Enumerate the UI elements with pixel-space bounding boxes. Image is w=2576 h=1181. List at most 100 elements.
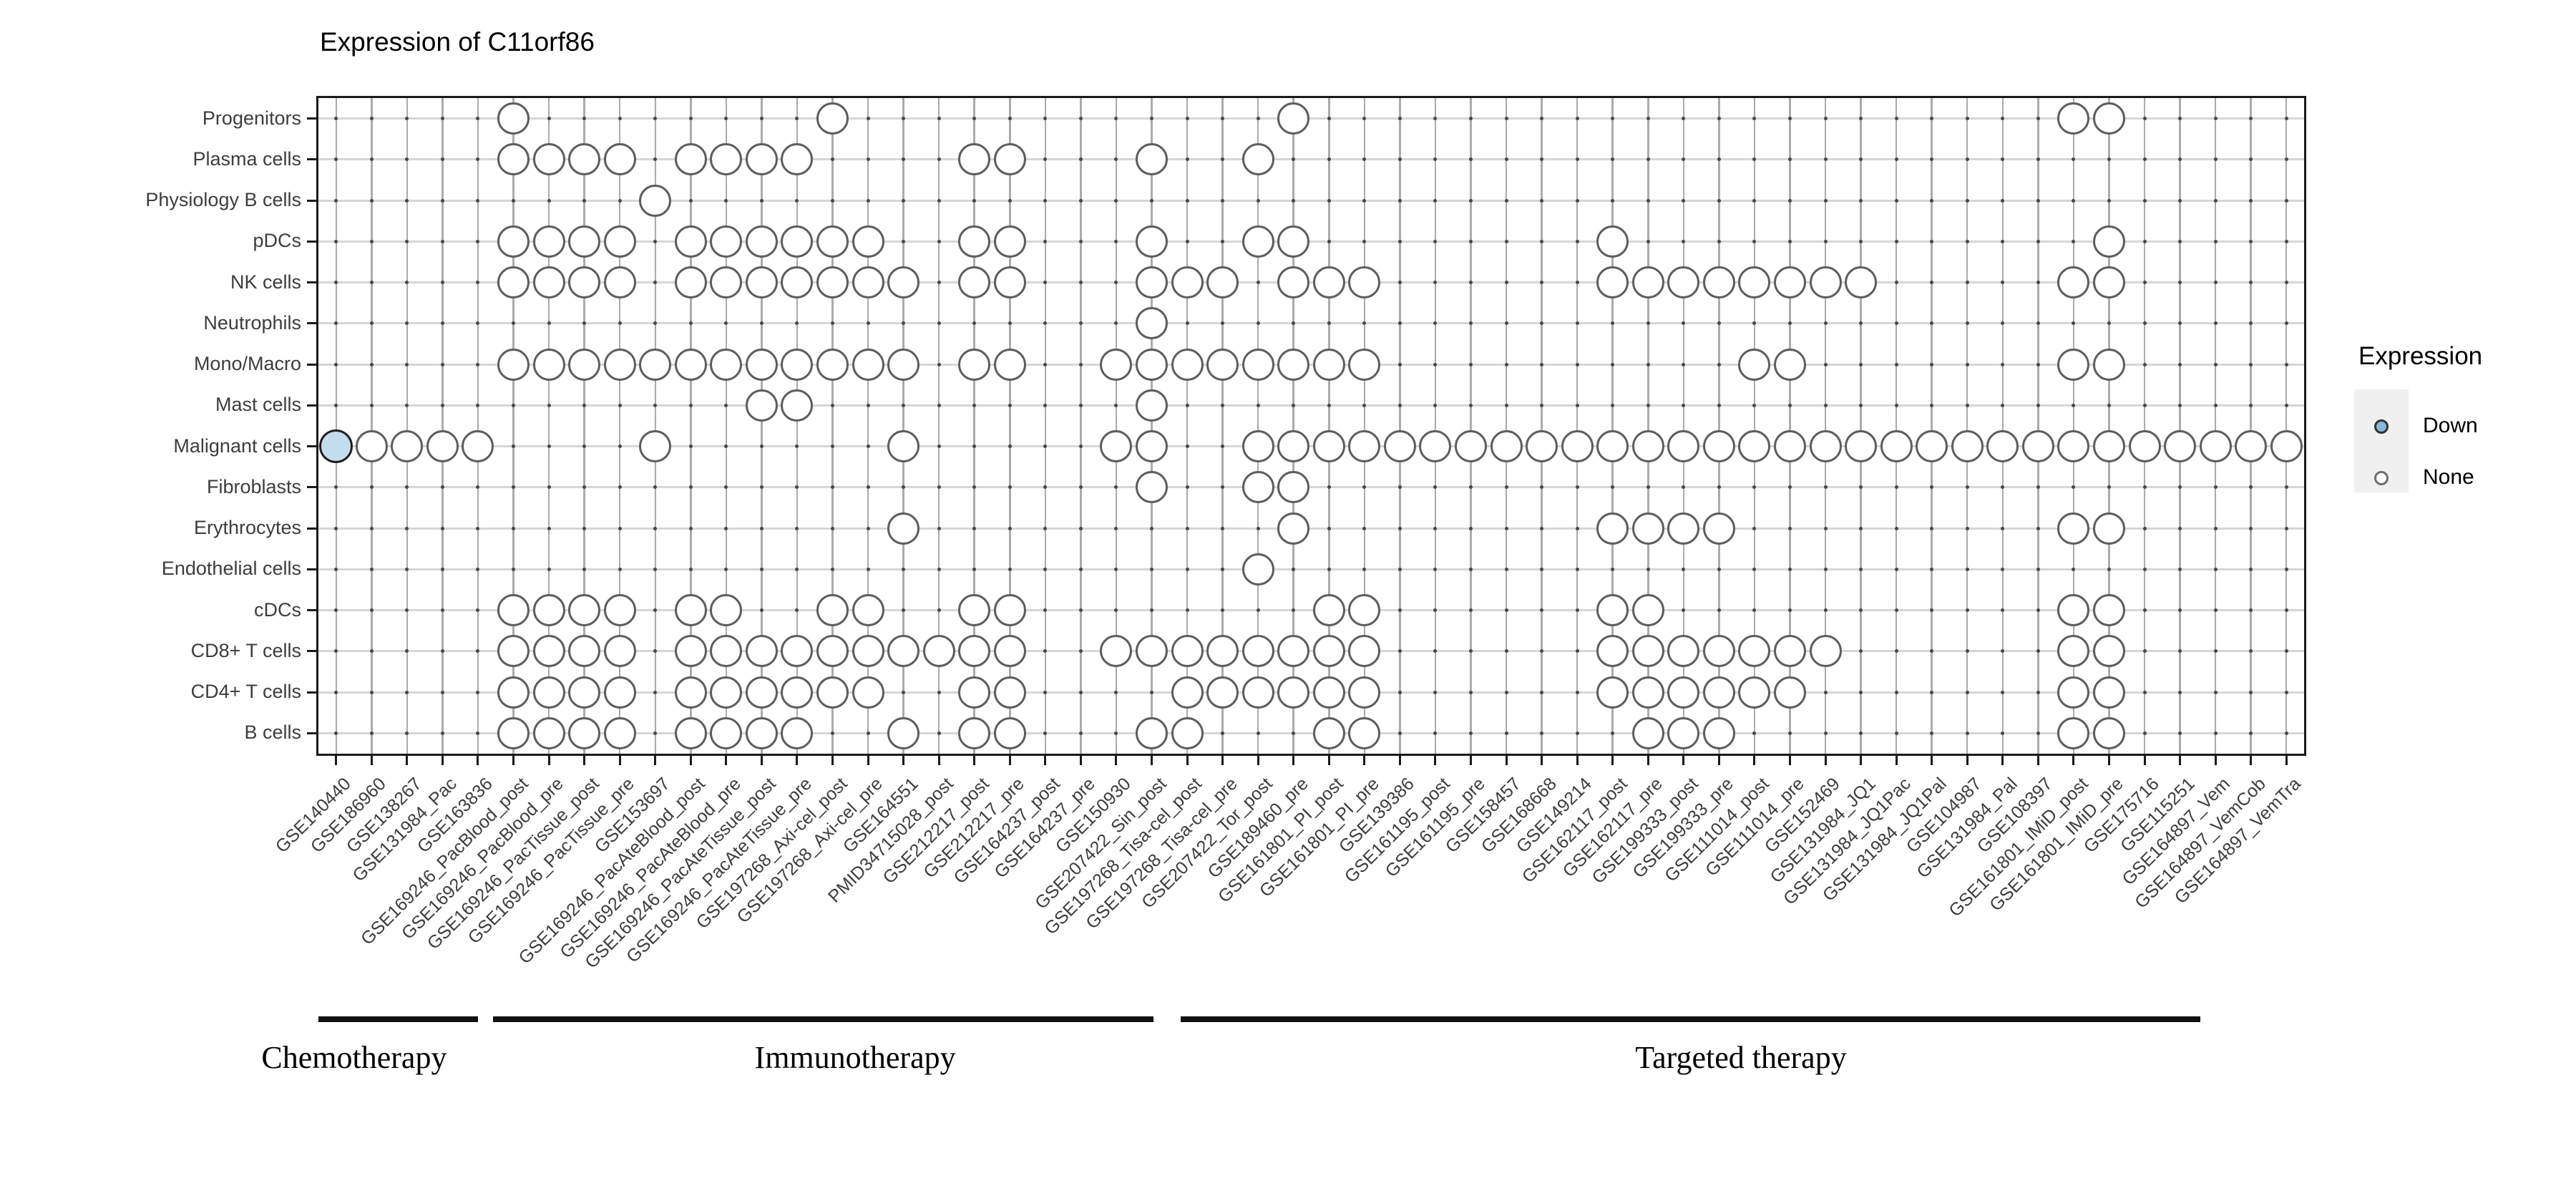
expression-circle-none <box>1348 348 1381 381</box>
grid-point <box>1894 567 1898 571</box>
grid-point <box>972 485 977 490</box>
gridline-vertical <box>796 98 799 754</box>
gridline-horizontal <box>318 445 2304 448</box>
grid-point <box>1752 198 1757 203</box>
grid-point <box>1221 485 1225 490</box>
grid-point <box>1611 567 1615 571</box>
grid-point <box>1327 526 1331 530</box>
grid-point <box>1008 485 1012 490</box>
grid-point <box>2213 117 2218 121</box>
grid-point <box>1043 485 1048 490</box>
grid-point <box>653 239 658 243</box>
expression-circle-none <box>1383 430 1416 463</box>
y-axis-label: Progenitors <box>202 107 301 129</box>
grid-point <box>2284 157 2288 162</box>
grid-point <box>1894 649 1898 653</box>
grid-point <box>1043 239 1048 243</box>
grid-point <box>1043 526 1048 530</box>
grid-point <box>724 321 728 326</box>
grid-point <box>2072 485 2076 490</box>
x-axis-tick <box>1292 756 1295 765</box>
grid-point <box>1327 403 1331 407</box>
grid-point <box>334 239 338 243</box>
grid-point <box>866 117 870 121</box>
grid-point <box>1894 403 1898 407</box>
grid-point <box>2072 198 2076 203</box>
grid-point <box>1397 117 1402 121</box>
grid-point <box>1043 198 1048 203</box>
expression-circle-none <box>1845 430 1878 463</box>
y-axis-label: Neutrophils <box>203 311 301 334</box>
grid-point <box>937 526 941 530</box>
grid-point <box>1787 117 1792 121</box>
expression-circle-none <box>745 348 778 381</box>
grid-point <box>369 157 374 162</box>
expression-circle-none <box>710 635 743 668</box>
grid-point <box>759 117 763 121</box>
grid-point <box>1185 239 1189 243</box>
x-axis-tick <box>1044 756 1047 765</box>
grid-point <box>2249 321 2253 326</box>
grid-point <box>1965 117 1969 121</box>
grid-point <box>582 444 587 449</box>
grid-point <box>1362 485 1367 490</box>
grid-point <box>1717 567 1721 571</box>
expression-circle-none <box>1312 716 1345 749</box>
grid-point <box>1043 403 1048 407</box>
grid-point <box>2178 690 2182 694</box>
x-axis-tick <box>2001 756 2004 765</box>
expression-circle-none <box>2057 430 2090 463</box>
expression-circle-none <box>993 225 1026 258</box>
expression-circle-none <box>2092 716 2125 749</box>
grid-point <box>1114 526 1118 530</box>
grid-point <box>405 649 409 653</box>
grid-point <box>1859 198 1863 203</box>
grid-point <box>405 403 409 407</box>
expression-circle-none <box>568 635 601 668</box>
expression-circle-none <box>568 594 601 627</box>
grid-point <box>2284 362 2288 366</box>
grid-point <box>688 321 693 326</box>
grid-point <box>688 444 693 449</box>
grid-point <box>512 444 516 449</box>
grid-point <box>405 198 409 203</box>
expression-circle-none <box>1773 676 1806 709</box>
expression-circle-none <box>1526 430 1558 463</box>
grid-point <box>2284 690 2288 694</box>
grid-point <box>1468 567 1473 571</box>
grid-point <box>2036 526 2040 530</box>
grid-point <box>2001 362 2005 366</box>
grid-point <box>476 157 480 162</box>
grid-point <box>1752 157 1757 162</box>
grid-point <box>866 157 870 162</box>
grid-point <box>1859 690 1863 694</box>
grid-point <box>688 526 693 530</box>
expression-circle-none <box>674 594 707 627</box>
x-axis-tick <box>1788 756 1791 765</box>
expression-circle-none <box>603 348 636 381</box>
grid-point <box>1185 444 1189 449</box>
grid-point <box>2107 198 2111 203</box>
grid-point <box>1043 281 1048 285</box>
grid-point <box>937 198 941 203</box>
grid-point <box>1575 526 1579 530</box>
grid-point <box>1397 239 1402 243</box>
grid-point <box>1859 526 1863 530</box>
grid-point <box>2284 198 2288 203</box>
legend-keys: Down None <box>2354 389 2478 492</box>
grid-point <box>1221 198 1225 203</box>
gridline-vertical <box>1434 98 1437 754</box>
y-axis-tick <box>307 322 316 325</box>
grid-point <box>405 567 409 571</box>
expression-circle-none <box>710 143 743 176</box>
expression-circle-none <box>1986 430 2019 463</box>
grid-point <box>476 403 480 407</box>
expression-circle-none <box>852 676 884 709</box>
grid-point <box>2249 198 2253 203</box>
grid-point <box>1078 362 1083 366</box>
grid-point <box>1646 157 1650 162</box>
grid-point <box>1185 198 1189 203</box>
grid-point <box>405 157 409 162</box>
grid-point <box>1540 281 1544 285</box>
grid-point <box>476 690 480 694</box>
